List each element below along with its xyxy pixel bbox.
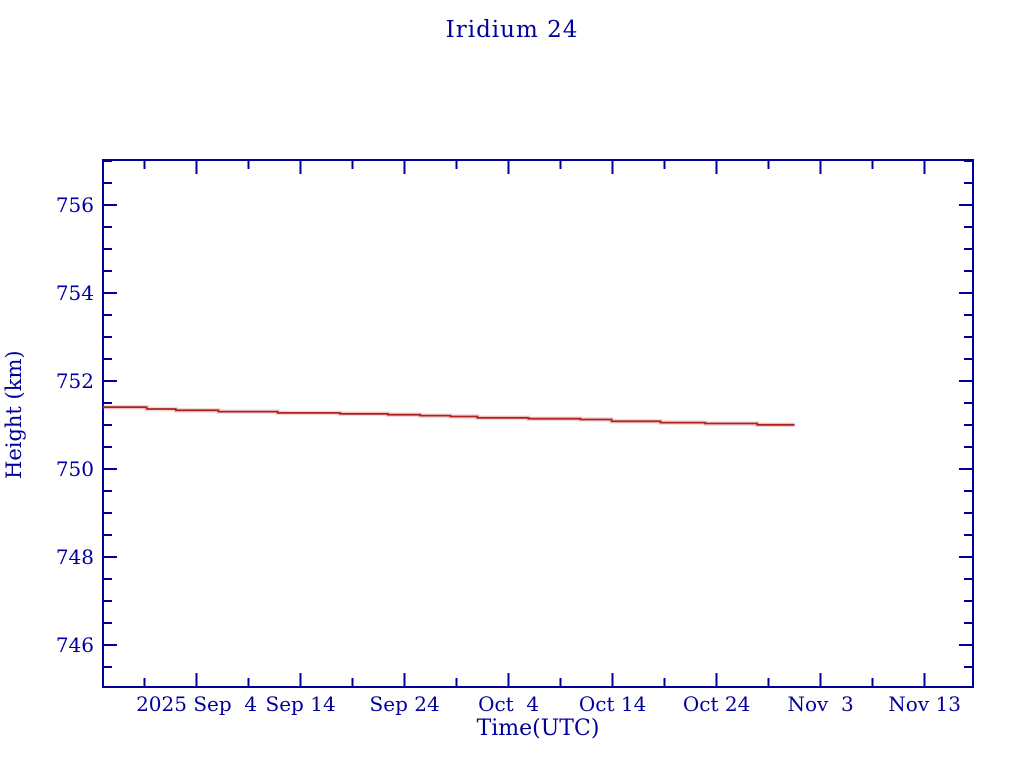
x-tick-label: Oct 4 [478,692,539,716]
y-tick-label: 752 [56,369,94,393]
x-tick-label: 2025 Sep 4 [136,692,257,716]
height-line [103,406,795,426]
x-tick-label: Sep 14 [266,692,336,716]
y-tick-label: 746 [56,633,94,657]
x-tick-label: Oct 14 [579,692,646,716]
y-tick-label: 750 [56,457,94,481]
x-tick-label: Oct 24 [683,692,750,716]
x-tick-label: Nov 3 [787,692,853,716]
y-tick-label: 756 [56,193,94,217]
y-tick-label: 748 [56,545,94,569]
plot-frame [102,159,974,688]
chart-title: Iridium 24 [445,17,579,43]
x-tick-label: Sep 24 [370,692,440,716]
x-axis-title: Time(UTC) [476,716,600,741]
y-tick-label: 754 [56,281,94,305]
x-tick-label: Nov 13 [888,692,961,716]
